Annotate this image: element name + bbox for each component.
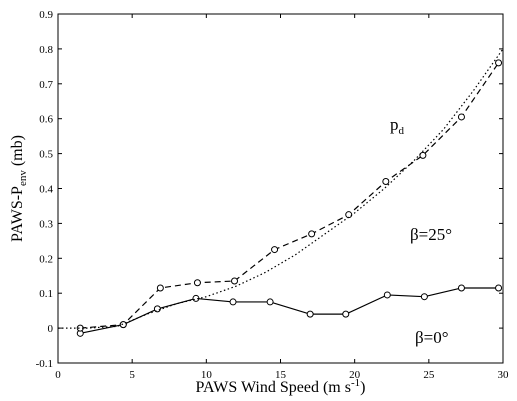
x-axis-label-part: PAWS Wind Speed (m s xyxy=(196,379,351,396)
data-point xyxy=(342,310,350,318)
series-line xyxy=(80,62,500,329)
series-annotation: β=0° xyxy=(415,328,449,347)
x-tick-label: 15 xyxy=(275,369,287,381)
data-point xyxy=(419,151,427,159)
data-point xyxy=(156,284,164,292)
data-point xyxy=(229,298,237,306)
x-axis-label-part: ) xyxy=(360,379,365,396)
series-line xyxy=(80,287,499,334)
y-tick-label: 0 xyxy=(48,323,54,335)
x-tick-label: 0 xyxy=(55,369,61,381)
data-point xyxy=(457,113,465,121)
data-point xyxy=(119,321,127,329)
data-point xyxy=(266,298,274,306)
data-point xyxy=(383,291,391,299)
annotation-text: β=0° xyxy=(415,328,449,347)
y-tick-label: 0.8 xyxy=(39,44,53,56)
data-point xyxy=(271,246,279,254)
y-tick-label: 0.5 xyxy=(39,149,53,161)
data-point xyxy=(382,178,390,186)
data-point xyxy=(193,279,201,287)
y-axis-label-part: env xyxy=(17,170,29,186)
plot-frame xyxy=(57,13,504,364)
data-point xyxy=(495,59,503,67)
y-tick-label: -0.1 xyxy=(36,358,53,370)
y-tick-label: 0.6 xyxy=(39,114,53,126)
x-tick-label: 30 xyxy=(498,369,510,381)
x-tick-label: 5 xyxy=(129,369,135,381)
y-tick-label: 0.3 xyxy=(39,218,53,230)
series-annotation: pd xyxy=(390,115,405,137)
data-point xyxy=(345,211,353,219)
y-tick-label: 0.1 xyxy=(39,288,53,300)
data-point xyxy=(308,230,316,238)
x-axis-label-part: -1 xyxy=(351,377,360,389)
y-tick-label: 0.4 xyxy=(39,184,53,196)
annotation-text: β=25° xyxy=(410,225,452,244)
data-point xyxy=(420,293,428,301)
series-annotation: β=25° xyxy=(410,225,452,244)
annotation-subscript: d xyxy=(399,125,405,137)
data-point xyxy=(306,310,314,318)
data-point xyxy=(495,284,503,292)
y-axis-label-part: PAWS-P xyxy=(9,186,26,242)
data-point xyxy=(231,277,239,285)
x-tick-label: 20 xyxy=(349,369,361,381)
x-tick-label: 10 xyxy=(201,369,213,381)
annotation-text: p xyxy=(390,115,399,134)
series-line xyxy=(58,48,504,329)
data-point xyxy=(457,284,465,292)
x-axis-label: PAWS Wind Speed (m s-1) xyxy=(196,377,366,396)
x-tick-label: 25 xyxy=(423,369,435,381)
y-axis-label: PAWS-Penv (mb) xyxy=(9,135,29,242)
y-axis-label-part: (mb) xyxy=(9,135,26,170)
y-tick-label: 0.9 xyxy=(39,9,53,21)
y-tick-label: 0.7 xyxy=(39,79,53,91)
y-tick-label: 0.2 xyxy=(39,253,53,265)
